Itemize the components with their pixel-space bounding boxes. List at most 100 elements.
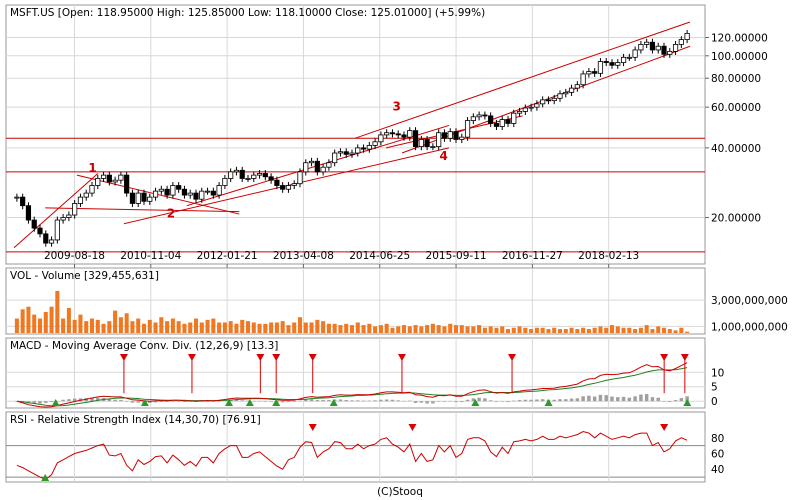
macd-hist-bar <box>44 401 48 403</box>
macd-hist-bar <box>234 399 239 402</box>
volume-bar <box>101 323 106 333</box>
buy-marker-triangle <box>683 399 692 406</box>
candle-body <box>615 62 621 66</box>
volume-bar <box>511 327 516 333</box>
macd-hist-bar <box>483 398 487 402</box>
price-panel-frame <box>5 4 706 265</box>
price-candle <box>667 47 673 58</box>
volume-bar <box>130 321 135 333</box>
candle-body <box>303 162 309 173</box>
price-candle <box>430 143 436 151</box>
macd-hist-bar <box>621 396 626 402</box>
price-candle <box>626 53 632 61</box>
price-candle <box>516 107 523 117</box>
macd-hist-bar <box>581 396 585 402</box>
candle-body <box>72 203 78 216</box>
trendline <box>13 173 99 249</box>
price-x-axis: 2009-08-18 2010-11-04 2012-01-21 2013-04-08… <box>44 250 639 268</box>
price-candle <box>199 187 205 203</box>
candle-body <box>239 169 245 179</box>
price-candle <box>152 187 159 201</box>
buy-marker-triangle <box>140 399 149 406</box>
price-candle <box>412 127 419 151</box>
trendline-label: 3 <box>392 100 400 114</box>
candle-body <box>204 190 211 193</box>
trendline <box>45 207 240 213</box>
volume-bar <box>546 329 551 333</box>
macd-hist-bar <box>402 400 406 402</box>
macd-hist-bar <box>390 399 395 402</box>
candle-body <box>661 45 667 55</box>
price-candle <box>534 100 540 111</box>
candle-body <box>228 171 234 179</box>
volume-y-axis: 3,000,000,000 1,000,000,000 <box>711 295 788 333</box>
price-candle <box>280 182 286 193</box>
macd-buy-marker <box>329 399 338 406</box>
price-candle <box>505 116 511 128</box>
price-candle <box>603 58 609 67</box>
price-candle <box>655 42 661 54</box>
candle-body <box>124 174 130 194</box>
candle-body <box>609 62 615 66</box>
price-candle <box>95 175 101 190</box>
price-candle <box>170 182 176 199</box>
candle-body <box>216 185 222 196</box>
macd-hist-bar <box>488 400 493 402</box>
volume-bar <box>442 326 447 333</box>
price-candle <box>72 200 78 219</box>
price-candle <box>66 211 72 222</box>
price-candle <box>20 193 26 210</box>
macd-lines <box>16 362 688 408</box>
macd-y-axis: 10 5 0 <box>711 367 724 408</box>
candle-body <box>667 50 673 55</box>
macd-hist-bar <box>171 401 175 402</box>
price-candle <box>297 168 303 188</box>
candle-body <box>568 87 575 93</box>
candle-body <box>632 49 638 58</box>
volume-bar <box>644 325 649 333</box>
candle-body <box>626 56 632 59</box>
macd-hist-bar <box>327 400 331 402</box>
candle-body <box>672 44 679 52</box>
volume-bar <box>650 329 655 333</box>
macd-hist-bar <box>67 399 71 402</box>
price-candle <box>337 148 344 157</box>
macd-hist-bar <box>252 400 256 402</box>
candle-body <box>100 174 107 179</box>
price-candle <box>372 138 378 149</box>
price-candle <box>308 157 315 167</box>
price-candles <box>14 29 690 247</box>
candle-body <box>592 71 598 74</box>
candle-body <box>557 93 563 99</box>
volume-bar <box>627 327 632 333</box>
buy-marker-triangle <box>51 399 60 406</box>
price-candle <box>48 236 55 247</box>
price-candle <box>609 59 615 69</box>
volume-bar <box>517 326 522 333</box>
macd-hist-bar <box>49 401 54 403</box>
candle-body <box>14 196 20 199</box>
macd-hist-bar <box>616 397 620 402</box>
rsi-panel-frame <box>5 411 706 483</box>
price-candle <box>89 182 95 197</box>
macd-hist-bar <box>165 401 169 402</box>
candle-body <box>378 134 384 143</box>
candle-body <box>563 91 569 95</box>
price-candle <box>274 176 280 190</box>
candle-body <box>274 179 280 186</box>
macd-hist-bar <box>506 401 510 403</box>
macd-hist-bar <box>564 399 568 402</box>
macd-hist-bar <box>552 399 556 402</box>
price-tick-label: 60.00000 <box>711 102 761 114</box>
macd-hist-bar <box>321 400 325 402</box>
price-candle <box>343 148 349 158</box>
volume-bar <box>274 322 279 333</box>
macd-hist-bar <box>159 401 164 402</box>
volume-bar <box>338 325 343 333</box>
price-candle <box>563 88 569 98</box>
macd-tick-label: 5 <box>711 382 718 394</box>
candle-body <box>83 192 89 198</box>
macd-hist-bar <box>604 395 608 402</box>
candle-body <box>210 190 216 196</box>
price-candle <box>407 127 413 141</box>
